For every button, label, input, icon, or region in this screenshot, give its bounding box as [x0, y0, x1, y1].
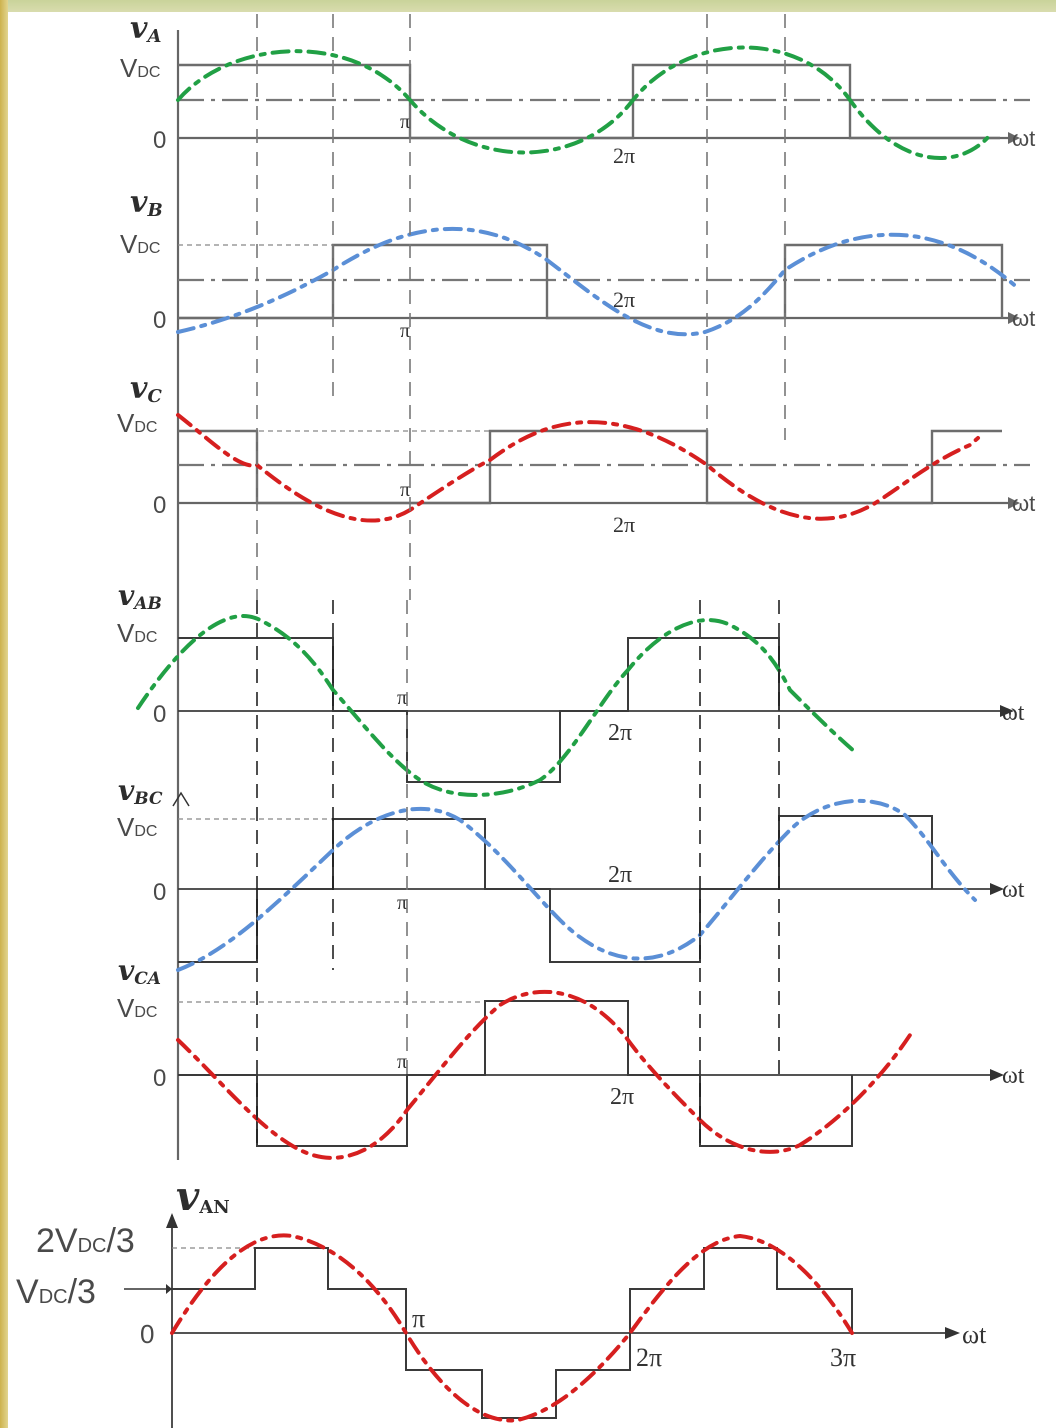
zero-label: 0 — [153, 492, 166, 519]
diagram-panel: vA VDC 0 π 2π ωt vB VDC 0 π 2π ωt vC VDC… — [8, 12, 1056, 1428]
sine-wave — [136, 614, 857, 797]
tick-pi: π — [400, 320, 410, 342]
square-wave — [178, 243, 1004, 320]
waveform-vCA: vCA VDC 0 π 2π ωt — [117, 954, 1025, 1160]
axis-label: ωt — [1002, 877, 1025, 903]
sine-wave — [176, 226, 1022, 337]
level-label: VDC — [120, 53, 160, 83]
square-wave — [178, 1000, 853, 1147]
vertical-axis-arrow — [172, 791, 190, 807]
axis-arrow — [945, 1327, 960, 1339]
slide-frame-top — [0, 0, 1056, 12]
tick-pi: π — [397, 892, 407, 914]
tick-2pi: 2π — [613, 512, 635, 537]
signal-label: vC — [130, 371, 162, 407]
zero-label: 0 — [153, 127, 166, 154]
tick-2pi: 2π — [613, 287, 635, 312]
axis-arrow — [990, 883, 1004, 895]
axis-arrow — [1000, 705, 1014, 717]
axis-label: ωt — [1012, 491, 1035, 516]
level-label: VDC — [117, 812, 157, 842]
inverter-waveform-diagram: vA VDC 0 π 2π ωt vB VDC 0 π 2π ωt vC VDC… — [16, 12, 1035, 1428]
phase-guides-lower — [256, 600, 780, 1146]
tick-2pi: 2π — [608, 720, 632, 746]
zero-label: 0 — [153, 701, 166, 728]
level-high-label: 2VDC/3 — [36, 1222, 135, 1260]
axis-label: ωt — [1002, 700, 1025, 726]
level-label: VDC — [117, 993, 157, 1023]
axis-arrow — [1008, 132, 1020, 144]
sine-wave — [176, 989, 912, 1160]
sine-wave — [170, 1233, 854, 1423]
signal-label: vAB — [118, 579, 162, 614]
axis-arrow — [1008, 497, 1020, 509]
tick-pi: π — [412, 1304, 425, 1333]
signal-label: vB — [130, 185, 163, 221]
level-arrow — [166, 1284, 172, 1294]
axis-label: ωt — [962, 1320, 987, 1349]
waveform-vAN: vAN 2VDC/3 VDC/3 0 π 2π 3π ωt — [16, 1173, 987, 1428]
tick-pi: π — [400, 479, 410, 501]
axis-label: ωt — [1012, 126, 1035, 151]
waveform-vBC: vBC VDC 0 π 2π ωt — [117, 774, 1025, 972]
tick-pi: π — [400, 111, 410, 133]
axis-label: ωt — [1012, 306, 1035, 331]
sine-wave — [176, 45, 992, 160]
tick-2pi: 2π — [613, 143, 635, 168]
tick-2pi: 2π — [608, 862, 632, 888]
square-wave — [178, 429, 1002, 505]
square-wave — [178, 63, 1000, 140]
tick-3pi: 3π — [830, 1343, 856, 1372]
zero-label: 0 — [153, 879, 166, 906]
vertical-axis-arrow — [166, 1213, 178, 1228]
zero-label: 0 — [153, 307, 166, 334]
tick-2pi: 2π — [636, 1343, 662, 1372]
phase-guides-upper — [256, 14, 786, 600]
sine-wave — [176, 798, 977, 972]
axis-label: ωt — [1002, 1063, 1025, 1089]
tick-pi: π — [397, 687, 407, 709]
level-label: VDC — [120, 229, 160, 259]
slide-frame-left — [0, 0, 8, 1428]
level-label: VDC — [117, 618, 157, 648]
waveform-vA: vA VDC 0 π 2π ωt — [120, 12, 1035, 1160]
zero-label: 0 — [140, 1319, 154, 1349]
tick-pi: π — [397, 1051, 407, 1073]
signal-label: vAN — [176, 1173, 230, 1220]
waveform-vAB: vAB VDC 0 π 2π ωt — [117, 579, 1025, 797]
tick-2pi: 2π — [610, 1084, 634, 1110]
signal-label: vBC — [118, 774, 163, 809]
axis-arrow — [1008, 312, 1020, 324]
signal-label: vA — [130, 12, 161, 47]
level-low-label: VDC/3 — [16, 1273, 96, 1311]
level-label: VDC — [117, 408, 157, 438]
square-wave — [178, 637, 780, 783]
axis-arrow — [990, 1069, 1004, 1081]
waveform-vC: vC VDC 0 π 2π ωt — [117, 371, 1035, 537]
signal-label: vCA — [118, 954, 161, 989]
sine-wave — [176, 413, 980, 523]
zero-label: 0 — [153, 1065, 166, 1092]
